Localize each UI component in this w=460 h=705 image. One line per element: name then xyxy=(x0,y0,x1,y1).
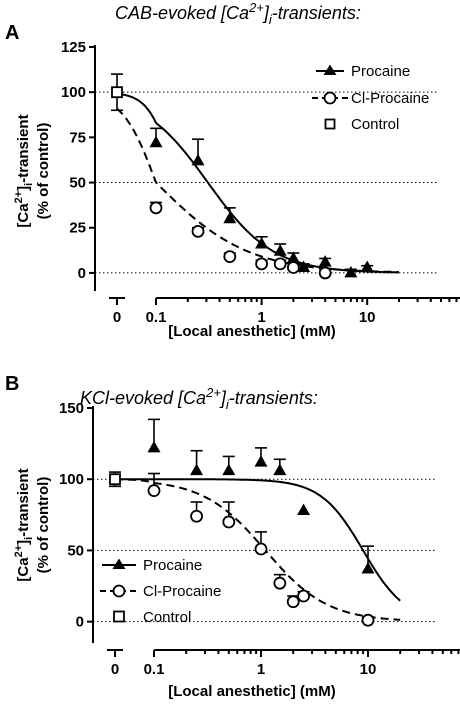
data-point-cl-procaine xyxy=(191,224,205,238)
y-tick-label: 100 xyxy=(61,84,86,101)
data-point-procaine xyxy=(297,503,311,516)
data-point-procaine xyxy=(318,255,332,267)
data-point-cl-procaine xyxy=(255,257,269,271)
panel-b-axes xyxy=(87,406,460,657)
x-tick-label: 0 xyxy=(113,309,121,326)
legend-cl-procaine-marker xyxy=(112,584,126,598)
data-point-procaine xyxy=(149,135,163,148)
x-tick-label: 0.1 xyxy=(146,309,167,326)
data-point-procaine xyxy=(255,237,269,249)
panel-b: B KCl-evoked [Ca2+]i-transients: [Ca2+]i… xyxy=(5,373,460,700)
panel-b-x-axis-title: [Local anesthetic] (mM) xyxy=(168,683,336,700)
data-point-cl-procaine xyxy=(147,484,161,498)
fit-curve-procaine xyxy=(116,92,399,274)
fit-curve-procaine xyxy=(115,478,401,602)
data-point-procaine xyxy=(273,463,287,476)
y-tick-label: 75 xyxy=(69,129,86,146)
legend-procaine: Procaine xyxy=(102,557,202,574)
data-point-control xyxy=(111,86,123,99)
y-tick-label: 100 xyxy=(59,471,84,488)
data-point-procaine xyxy=(297,260,311,273)
panel-a-title: CAB-evoked [Ca2+]i-transients: xyxy=(115,0,361,27)
data-point-cl-procaine xyxy=(361,613,375,627)
panel-letter-b: B xyxy=(5,373,19,395)
data-point-procaine xyxy=(223,211,237,224)
y-tick-label: 125 xyxy=(61,39,86,56)
legend-cl-procaine: Cl-Procaine xyxy=(312,90,429,107)
svg-text:(% of control): (% of control) xyxy=(35,123,52,220)
y-tick-label: 50 xyxy=(67,542,84,559)
legend-procaine-marker xyxy=(112,558,126,569)
panel-a-axes xyxy=(89,45,460,305)
legend-cl-procaine: Cl-Procaine xyxy=(100,583,221,600)
data-point-procaine xyxy=(147,440,161,453)
data-point-procaine xyxy=(222,463,236,476)
panel-b-y-axis-title: [Ca2+]i-transient (% of control) xyxy=(13,468,52,581)
legend-procaine-label: Procaine xyxy=(143,557,202,574)
panel-a-legend: Procaine Cl-Procaine Control xyxy=(312,63,429,133)
x-tick-label: 10 xyxy=(360,661,377,678)
data-point-cl-procaine xyxy=(190,509,203,523)
panel-b-title: KCl-evoked [Ca2+]i-transients: xyxy=(80,385,318,412)
y-tick-label: 0 xyxy=(76,614,84,631)
panel-a-x-axis-title: [Local anesthetic] (mM) xyxy=(168,323,336,340)
data-point-procaine xyxy=(344,265,358,278)
data-point-cl-procaine xyxy=(286,595,300,609)
data-point-cl-procaine xyxy=(286,261,300,274)
legend-cl-procaine-label: Cl-Procaine xyxy=(351,90,429,107)
data-point-cl-procaine xyxy=(273,576,287,590)
data-point-cl-procaine xyxy=(149,201,163,215)
legend-cl-procaine-marker xyxy=(323,91,337,105)
data-point-procaine xyxy=(273,244,287,256)
legend-control: Control xyxy=(324,116,399,133)
data-point-cl-procaine xyxy=(318,266,332,280)
legend-control: Control xyxy=(113,609,191,626)
legend-procaine-label: Procaine xyxy=(351,63,410,80)
panel-a-data-points xyxy=(111,73,374,280)
y-tick-label: 50 xyxy=(69,175,86,192)
y-tick-label: 0 xyxy=(78,265,86,282)
data-point-cl-procaine xyxy=(273,257,287,271)
svg-text:(% of control): (% of control) xyxy=(35,477,52,574)
y-tick-label: 25 xyxy=(69,220,86,237)
data-point-cl-procaine xyxy=(223,250,237,264)
panel-a-fit-curves xyxy=(116,92,399,274)
panel-letter-a: A xyxy=(5,22,19,44)
panel-b-legend: Procaine Cl-Procaine Control xyxy=(100,557,221,626)
legend-cl-procaine-label: Cl-Procaine xyxy=(143,583,221,600)
fit-curve-cl-procaine xyxy=(116,107,399,273)
data-point-cl-procaine xyxy=(222,515,236,529)
x-tick-label: 1 xyxy=(257,661,265,678)
data-point-cl-procaine xyxy=(254,542,268,556)
panel-b-fit-curves xyxy=(115,478,401,621)
legend-control-marker xyxy=(324,118,336,130)
x-tick-label: 10 xyxy=(359,309,376,326)
x-tick-label: 1 xyxy=(257,309,265,326)
x-tick-label: 0.1 xyxy=(144,661,165,678)
legend-control-label: Control xyxy=(143,609,191,626)
legend-procaine-marker xyxy=(323,64,337,75)
svg-text:[Ca2+]i-transient: [Ca2+]i-transient xyxy=(13,468,35,581)
svg-text:[Ca2+]i-transient: [Ca2+]i-transient xyxy=(13,114,35,227)
data-point-procaine xyxy=(286,251,300,263)
legend-control-label: Control xyxy=(351,116,399,133)
y-tick-label: 150 xyxy=(59,400,84,417)
data-point-control xyxy=(109,473,121,486)
data-point-procaine xyxy=(191,153,205,166)
data-point-procaine xyxy=(254,455,268,467)
legend-control-marker xyxy=(113,610,125,623)
panel-b-data-points xyxy=(109,418,375,627)
data-point-cl-procaine xyxy=(297,589,310,603)
x-tick-label: 0 xyxy=(111,661,119,678)
data-point-procaine xyxy=(190,463,204,476)
data-point-procaine xyxy=(360,260,374,273)
panel-a-y-axis-title: [Ca2+]i-transient (% of control) xyxy=(13,114,52,227)
panel-a: A CAB-evoked [Ca2+]i-transients: [Ca2+]i… xyxy=(5,0,460,340)
legend-procaine: Procaine xyxy=(316,63,410,80)
data-point-procaine xyxy=(361,561,375,574)
